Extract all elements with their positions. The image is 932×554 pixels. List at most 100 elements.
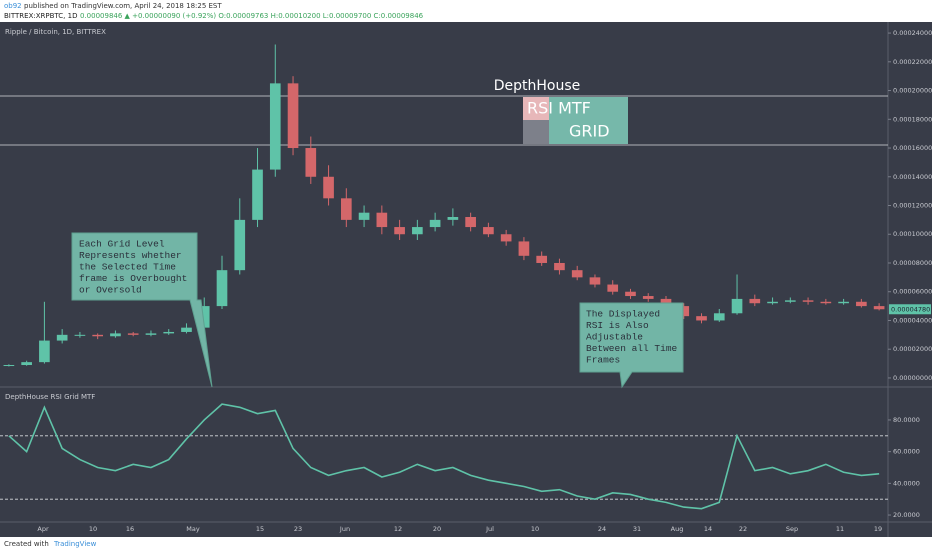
y-tick-label: 60.0000 [893, 448, 920, 456]
candle-body [820, 301, 832, 304]
callout-text: Frames [586, 355, 620, 366]
y-tick-label: 0.00004000 [893, 316, 932, 324]
x-tick-label: 24 [598, 525, 606, 533]
candle-body [305, 148, 317, 177]
y-tick-label: 0.00006000 [893, 288, 932, 296]
callout-text: RSI is Also [586, 320, 649, 331]
candle-body [74, 334, 86, 336]
candle-body [731, 298, 743, 314]
candle-body [447, 217, 459, 220]
header-bar [0, 0, 932, 22]
candle-body [21, 362, 32, 366]
candle-body [536, 255, 548, 263]
y-tick-label: 0.00012000 [893, 202, 932, 210]
candle-body [465, 217, 476, 228]
y-tick-label: 80.0000 [893, 416, 920, 424]
quote: 0.00009846 ▲ +0.00000090 (+0.92%) O:0.00… [80, 12, 424, 20]
y-tick-label: 0.00016000 [893, 144, 932, 152]
candle-body [838, 301, 849, 304]
y-tick-label: 0.00002000 [893, 345, 932, 353]
candle-body [252, 169, 263, 220]
candle-body [784, 300, 796, 302]
callout-text: Represents whether [79, 250, 182, 261]
callout-box [71, 232, 213, 388]
rsi-line [8, 403, 880, 510]
x-tick-label: Jul [485, 525, 494, 533]
candle-body [749, 298, 761, 304]
candle-body [358, 212, 370, 220]
badge-label: RSI MTF [527, 99, 591, 118]
publisher: ob92 [4, 2, 22, 10]
x-tick-label: 16 [126, 525, 134, 533]
x-tick-label: 22 [739, 525, 747, 533]
x-tick-label: 10 [89, 525, 97, 533]
x-tick-label: Apr [37, 525, 49, 533]
candle-body [234, 219, 246, 271]
candle-body [767, 301, 778, 304]
callout-text: The Displayed [586, 309, 660, 320]
candle-body [625, 291, 636, 297]
candle-body [412, 227, 423, 235]
rsi-pane-title: DepthHouse RSI Grid MTF [5, 393, 95, 401]
candle-body [856, 301, 867, 307]
candle-body [873, 306, 885, 310]
candle-body [802, 300, 814, 302]
callout-text: frame is Overbought [79, 273, 187, 284]
x-tick-label: 15 [256, 525, 264, 533]
candle-body [39, 340, 50, 363]
price-pane-title: Ripple / Bitcoin, 1D, BITTREX [5, 28, 106, 36]
candle-body [589, 277, 601, 285]
x-tick-label: 14 [704, 525, 712, 533]
candle-body [500, 234, 512, 242]
candle-body [110, 333, 121, 337]
candle-body [678, 306, 690, 317]
x-tick-label: Aug [671, 525, 684, 533]
callout-text: or Oversold [79, 285, 142, 296]
candle-body [554, 262, 565, 271]
candle-body [518, 241, 530, 256]
candle-body [323, 176, 334, 199]
candle-body [429, 219, 441, 228]
x-tick-label: 31 [633, 525, 641, 533]
candle-body [3, 365, 15, 367]
callout-text: the Selected Time [79, 262, 176, 273]
x-tick-label: May [186, 525, 200, 533]
footer-text: Created with [4, 540, 49, 548]
badge-bg [523, 97, 549, 120]
x-tick-label: 23 [294, 525, 302, 533]
y-tick-label: 40.0000 [893, 479, 920, 487]
symbol: BITTREX:XRPBTC, 1D [4, 12, 77, 20]
last-price-label: 0.00004780 [891, 305, 930, 313]
callout-text: Each Grid Level [79, 239, 165, 250]
badge-bg [549, 97, 628, 120]
candle-body [127, 333, 139, 335]
y-tick-label: 0.00024000 [893, 29, 932, 37]
candle-body [394, 227, 405, 235]
candle-body [181, 327, 192, 332]
candle-body [56, 334, 68, 341]
candle-body [216, 270, 228, 307]
x-tick-label: 20 [433, 525, 441, 533]
candle-body [287, 83, 299, 149]
candle-body [92, 334, 104, 337]
published-info: published on TradingView.com, April 24, … [24, 2, 222, 10]
brand-label: DepthHouse [494, 78, 581, 94]
y-tick-label: 0.00000000 [893, 374, 932, 382]
y-tick-label: 0.00014000 [893, 173, 932, 181]
x-tick-label: 12 [394, 525, 402, 533]
candle-body [163, 331, 175, 334]
candle-body [607, 284, 619, 292]
candle-body [571, 270, 583, 278]
footer-brand: TradingView [53, 540, 97, 548]
candle-body [642, 296, 654, 299]
candle-body [340, 198, 352, 220]
footer-bar [0, 537, 932, 550]
candle-body [376, 212, 388, 228]
y-tick-label: 0.00022000 [893, 58, 932, 66]
candle-body [198, 306, 210, 328]
y-tick-label: 0.00010000 [893, 230, 932, 238]
y-tick-label: 0.00008000 [893, 259, 932, 267]
candle-body [713, 313, 725, 321]
